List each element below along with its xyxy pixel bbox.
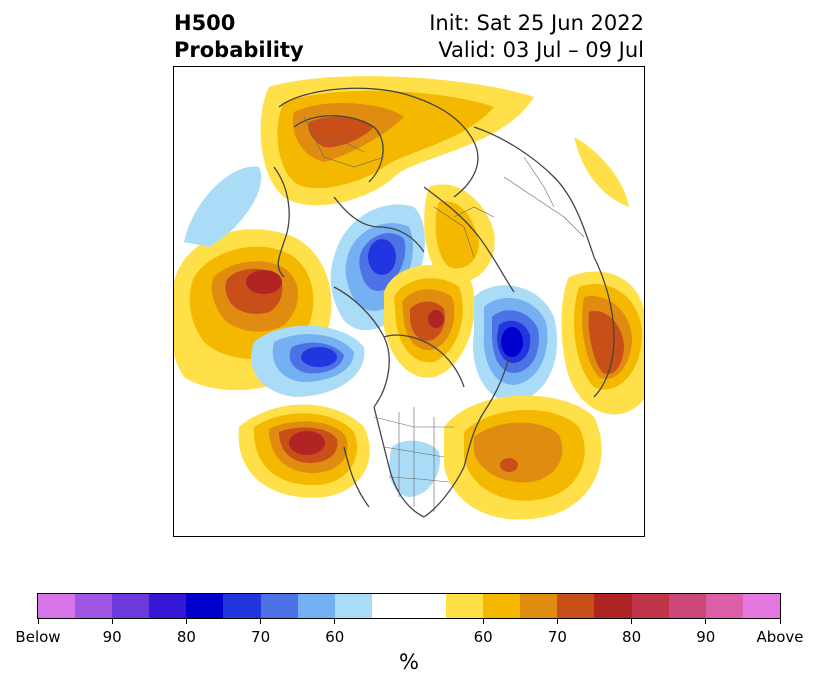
colorbar — [37, 593, 781, 619]
colorbar-tick-label: 70 — [547, 628, 567, 646]
colorbar-segment — [371, 594, 447, 618]
colorbar-tick-label: 80 — [176, 628, 196, 646]
anomaly-east-asia — [574, 137, 629, 207]
colorbar-segment — [38, 594, 76, 618]
anomaly-bering — [473, 285, 558, 402]
colorbar-tick-mark — [185, 619, 187, 624]
anomaly-central-europe-core — [435, 201, 479, 269]
probability-map — [174, 76, 644, 520]
colorbar-segment — [260, 594, 298, 618]
borders — [303, 116, 585, 512]
colorbar-tick-mark — [705, 619, 707, 624]
colorbar-tick-mark — [334, 619, 336, 624]
map-panel — [173, 66, 645, 537]
colorbar-segment — [705, 594, 743, 618]
colorbar-tick-mark — [37, 619, 39, 624]
colorbar-tick-mark — [482, 619, 484, 624]
colorbar-tick-label: 70 — [251, 628, 271, 646]
colorbar-unit: % — [399, 650, 419, 674]
colorbar-segment — [668, 594, 706, 618]
valid-range: Valid: 03 Jul – 09 Jul — [438, 38, 644, 62]
colorbar-tick-mark — [779, 619, 781, 624]
colorbar-tick-mark — [111, 619, 113, 624]
colorbar-segment — [557, 594, 595, 618]
title-line-2: Probability — [174, 38, 304, 62]
colorbar-tick-mark — [631, 619, 633, 624]
colorbar-tick-label: Below — [15, 628, 61, 646]
colorbar-segment — [75, 594, 113, 618]
colorbar-segment — [631, 594, 669, 618]
plot-subtitle: Init: Sat 25 Jun 2022 Valid: 03 Jul – 09… — [429, 10, 644, 64]
colorbar-segment — [483, 594, 521, 618]
colorbar-segment — [223, 594, 261, 618]
colorbar-tick-mark — [556, 619, 558, 624]
colorbar-segment — [186, 594, 224, 618]
colorbar-segment — [520, 594, 558, 618]
anomaly-east-siberia — [250, 325, 365, 397]
anomaly-central-pacific — [444, 395, 602, 520]
anomaly-greenland — [384, 265, 475, 378]
title-line-1: H500 — [174, 11, 236, 35]
colorbar-tick-label: 90 — [696, 628, 716, 646]
colorbar-tick-label: 90 — [102, 628, 122, 646]
colorbar-tick-label: 80 — [622, 628, 642, 646]
anomaly-bering-light — [184, 166, 262, 247]
colorbar-segment — [446, 594, 484, 618]
colorbar-tick-mark — [260, 619, 262, 624]
anomaly-kamchatka — [561, 271, 644, 415]
coastlines — [273, 87, 615, 518]
anomaly-western-na — [238, 404, 370, 498]
colorbar-tick-label: 60 — [473, 628, 493, 646]
colorbar-segment — [594, 594, 632, 618]
colorbar-tick-label: Above — [756, 628, 804, 646]
init-date: Init: Sat 25 Jun 2022 — [429, 11, 644, 35]
colorbar-segment — [334, 594, 372, 618]
colorbar-segment — [149, 594, 187, 618]
anomaly-great-lakes — [389, 440, 440, 497]
colorbar-segment — [297, 594, 335, 618]
colorbar-tick-label: 60 — [325, 628, 345, 646]
plot-title: H500 Probability — [174, 10, 304, 64]
colorbar-segment — [742, 594, 780, 618]
colorbar-segment — [112, 594, 150, 618]
